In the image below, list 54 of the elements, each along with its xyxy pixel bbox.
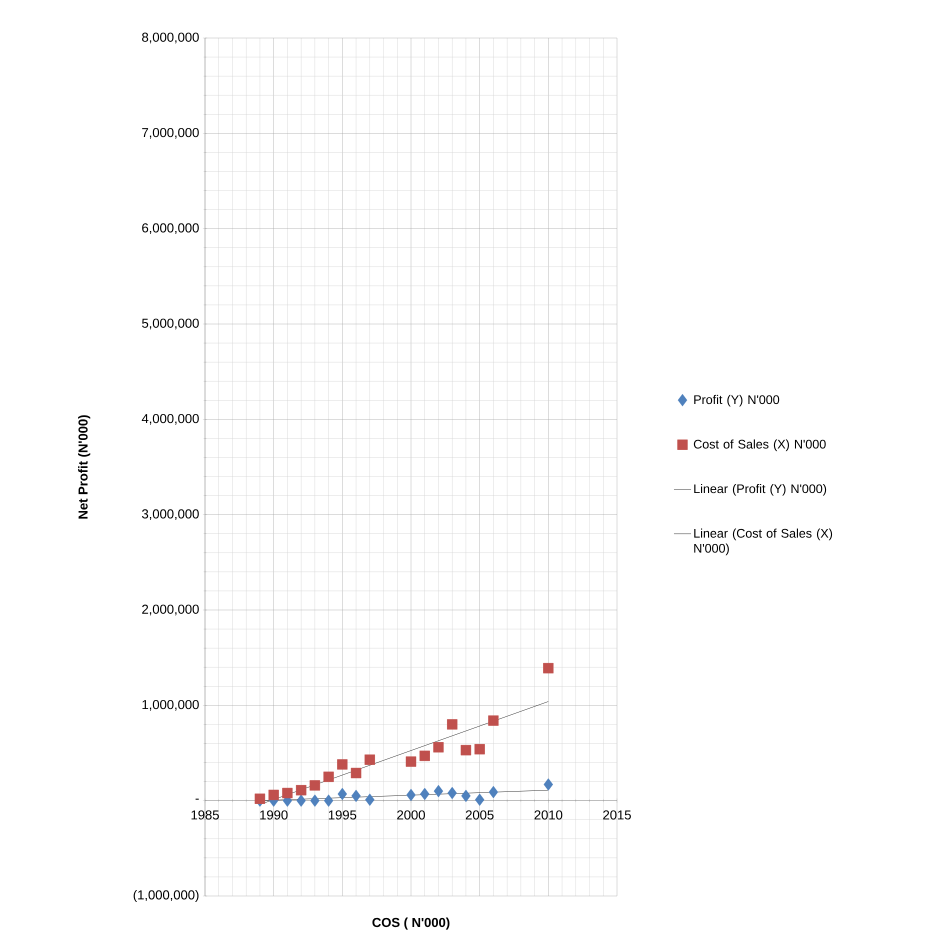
y-tick-label: (1,000,000) <box>134 890 199 902</box>
point <box>406 756 416 767</box>
point <box>544 778 554 791</box>
y-tick-label: 3,000,000 <box>142 509 199 520</box>
point <box>543 662 554 674</box>
point <box>474 744 485 754</box>
y-tick-label: 2,000,000 <box>142 604 199 616</box>
point <box>282 788 293 798</box>
point <box>350 768 362 778</box>
point <box>406 788 416 802</box>
y-tick-label: 8,000,000 <box>142 32 199 44</box>
x-tick-label: 1985 <box>192 810 219 820</box>
point <box>447 719 458 730</box>
y-tick-label: - <box>196 798 199 800</box>
point <box>461 790 471 802</box>
point <box>337 759 348 770</box>
x-axis-title: COS ( N'000) <box>372 918 450 930</box>
point <box>296 784 306 796</box>
x-tick-label: 2005 <box>466 810 494 820</box>
legend-label: Linear (Cost of Sales (X) N'000) <box>694 528 832 556</box>
point <box>474 794 484 806</box>
y-tick-label: 7,000,000 <box>142 128 199 139</box>
point <box>254 794 266 804</box>
point <box>420 750 430 762</box>
point <box>364 754 376 765</box>
legend-label: Profit (Y) N'000 <box>694 394 780 407</box>
x-tick-label: 2010 <box>534 810 562 820</box>
y-tick-label: 1,000,000 <box>142 700 199 711</box>
x-tick-label: 1990 <box>260 810 288 820</box>
point <box>296 794 306 807</box>
point <box>324 794 334 807</box>
point <box>351 790 361 802</box>
y-tick-label: 5,000,000 <box>142 318 199 330</box>
point <box>448 786 457 800</box>
y-tick-label: 4,000,000 <box>142 414 199 425</box>
point <box>488 715 499 726</box>
point <box>310 780 320 791</box>
point <box>433 742 444 752</box>
point <box>434 784 444 798</box>
x-tick-label: 1995 <box>328 810 356 820</box>
point <box>310 794 320 807</box>
point <box>365 794 374 806</box>
x-tick-label: 2000 <box>397 810 425 820</box>
x-tick-label: 2015 <box>603 810 631 820</box>
point <box>420 788 430 800</box>
point <box>460 744 472 756</box>
legend-label: Linear (Profit (Y) N'000) <box>694 484 826 496</box>
point <box>323 772 334 782</box>
y-tick-label: 6,000,000 <box>142 223 199 234</box>
y-axis-title: Net Profit (N'000) <box>78 415 90 519</box>
legend-label: Cost of Sales (X) N'000 <box>694 439 826 452</box>
point <box>268 790 279 800</box>
point <box>338 788 348 800</box>
point <box>488 786 498 798</box>
